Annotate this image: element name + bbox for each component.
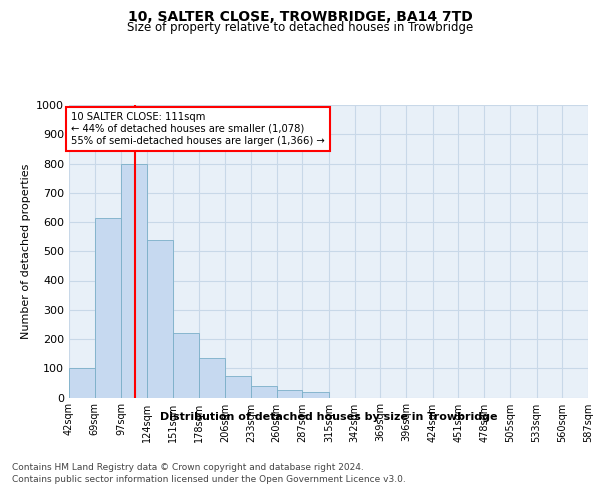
Bar — [251, 386, 277, 398]
Bar — [95, 218, 121, 398]
Bar — [69, 368, 95, 398]
Bar — [302, 392, 329, 398]
Bar — [173, 333, 199, 398]
Text: 10 SALTER CLOSE: 111sqm
← 44% of detached houses are smaller (1,078)
55% of semi: 10 SALTER CLOSE: 111sqm ← 44% of detache… — [71, 112, 325, 146]
Text: Distribution of detached houses by size in Trowbridge: Distribution of detached houses by size … — [160, 412, 497, 422]
Text: Size of property relative to detached houses in Trowbridge: Size of property relative to detached ho… — [127, 21, 473, 34]
Bar — [147, 240, 173, 398]
Y-axis label: Number of detached properties: Number of detached properties — [20, 164, 31, 339]
Bar — [121, 164, 147, 398]
Text: Contains HM Land Registry data © Crown copyright and database right 2024.: Contains HM Land Registry data © Crown c… — [12, 462, 364, 471]
Text: Contains public sector information licensed under the Open Government Licence v3: Contains public sector information licen… — [12, 475, 406, 484]
Bar — [225, 376, 251, 398]
Bar — [277, 390, 302, 398]
Bar — [199, 358, 225, 398]
Text: 10, SALTER CLOSE, TROWBRIDGE, BA14 7TD: 10, SALTER CLOSE, TROWBRIDGE, BA14 7TD — [128, 10, 472, 24]
